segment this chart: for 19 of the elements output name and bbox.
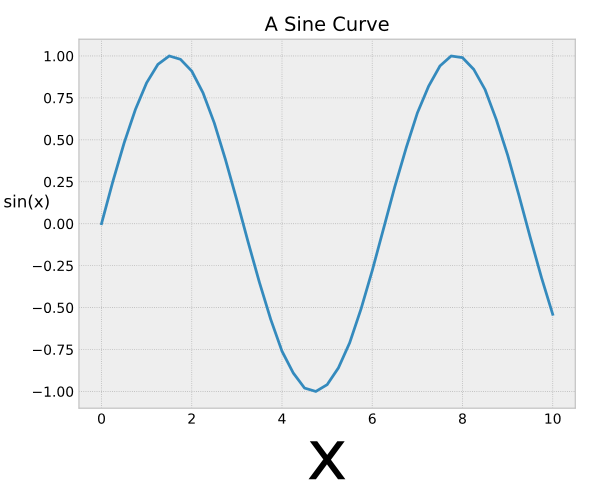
- x-tick-label: 4: [278, 413, 286, 424]
- x-tick-label: 6: [368, 413, 376, 424]
- y-tick-label: −1.00: [32, 386, 74, 397]
- y-axis-title: sin(x): [4, 194, 49, 210]
- x-axis-title: x: [308, 441, 346, 480]
- y-tick-label: 1.00: [44, 50, 74, 62]
- y-tick-label: 0.25: [44, 176, 73, 188]
- x-tick-label: 0: [98, 413, 105, 424]
- y-tick-label: −0.50: [32, 302, 74, 314]
- x-tick-label: 8: [458, 413, 466, 424]
- y-tick-label: 0.50: [44, 134, 74, 146]
- y-tick-label: 0.00: [44, 218, 74, 230]
- y-tick-label: 0.75: [44, 92, 73, 104]
- line-series: [100, 54, 554, 393]
- x-tick-label: 2: [188, 413, 195, 424]
- y-tick-label: −0.25: [32, 260, 73, 272]
- y-tick-label: −0.75: [32, 344, 73, 355]
- chart-title: A Sine Curve: [264, 16, 389, 32]
- x-tick-label: 10: [545, 413, 561, 424]
